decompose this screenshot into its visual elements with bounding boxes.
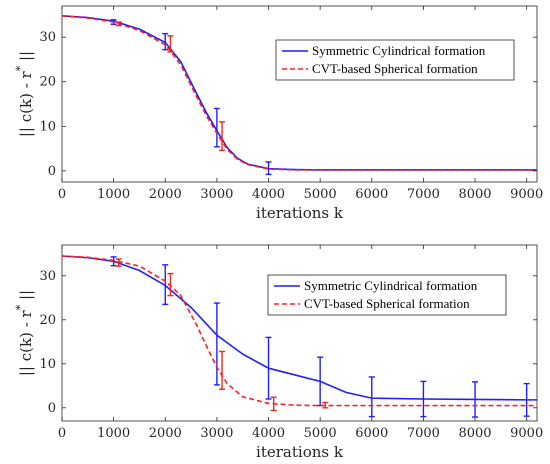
errorbar-spherical: [167, 35, 174, 53]
x-tick-label: 6000: [355, 426, 388, 441]
y-axis-label-top: || c(k) - r* ||: [14, 51, 35, 137]
series-group-bottom: [61, 255, 537, 418]
x-tick-label: 4000: [252, 187, 285, 202]
x-tick-label: 0: [58, 426, 66, 441]
y-axis-top: 0 10 20 30: [39, 30, 537, 179]
x-tick-label: 5000: [304, 426, 337, 441]
errorbar-spherical: [270, 396, 277, 412]
errorbar-cylindrical: [368, 376, 375, 418]
y-tick-label: 0: [48, 401, 56, 416]
y-axis-bottom: 0 10 20 30: [39, 269, 537, 416]
plot-area-top: [61, 5, 538, 183]
y-tick-label: 30: [39, 269, 56, 284]
errorbar-cylindrical: [213, 107, 220, 148]
x-tick-label: 2000: [149, 187, 182, 202]
errorbar-spherical: [167, 272, 174, 297]
x-tick-label: 4000: [252, 426, 285, 441]
x-tick-label: 9000: [510, 426, 543, 441]
y-tick-label: 0: [48, 164, 56, 179]
x-tick-label: 2000: [149, 426, 182, 441]
x-tick-label: 7000: [407, 187, 440, 202]
x-axis-top: 0 1000 2000 3000 4000 5000 6000 7000 8000 9000: [58, 6, 543, 202]
y-tick-label: 10: [39, 119, 56, 134]
y-tick-label: 30: [39, 30, 56, 45]
x-tick-label: 1000: [97, 426, 130, 441]
errorbar-spherical: [219, 121, 226, 152]
errorbar-spherical: [219, 350, 226, 391]
legend-box-top: [275, 39, 515, 81]
errorbar-cylindrical: [162, 264, 169, 306]
x-axis-label-top: iterations k: [256, 204, 344, 222]
legend-label-spherical-top: CVT-based Spherical formation: [312, 61, 478, 76]
legend-bottom: Symmetric Cylindrical formation CVT-base…: [267, 274, 507, 316]
errorbar-spherical: [322, 401, 329, 409]
errorbar-cylindrical: [265, 161, 272, 176]
x-tick-label: 3000: [200, 187, 233, 202]
errorbar-cylindrical: [420, 380, 427, 418]
legend-label-cylindrical-bottom: Symmetric Cylindrical formation: [304, 278, 478, 293]
legend-top: Symmetric Cylindrical formation CVT-base…: [275, 39, 515, 81]
x-tick-label: 1000: [97, 187, 130, 202]
errorbar-spherical: [115, 258, 122, 267]
chart-bottom: 0 1000 2000 3000 4000 5000 6000 7000 8000 9000 0 1…: [14, 244, 543, 461]
legend-box-bottom: [267, 274, 507, 316]
series-line-spherical: [61, 15, 537, 171]
x-tick-label: 0: [58, 187, 66, 202]
x-axis-label-bottom: iterations k: [256, 443, 344, 461]
legend-label-cylindrical-top: Symmetric Cylindrical formation: [312, 43, 486, 58]
errorbar-cylindrical: [523, 382, 530, 417]
y-tick-label: 20: [39, 313, 56, 328]
legend-label-spherical-bottom: CVT-based Spherical formation: [304, 296, 470, 311]
series-line-spherical: [61, 255, 537, 407]
x-tick-label: 8000: [458, 187, 491, 202]
errorbar-cylindrical: [213, 302, 220, 386]
x-tick-label: 9000: [510, 187, 543, 202]
y-tick-label: 20: [39, 75, 56, 90]
x-tick-label: 6000: [355, 187, 388, 202]
errorbar-spherical: [115, 21, 122, 27]
y-tick-label: 10: [39, 357, 56, 372]
x-axis-bottom: 0 1000 2000 3000 4000 5000 6000 7000 8000 9000: [58, 245, 543, 441]
chart-top: 0 1000 2000 3000 4000 5000 6000 7000 8000 9000 0 1…: [14, 5, 543, 222]
x-tick-label: 3000: [200, 426, 233, 441]
x-tick-label: 8000: [458, 426, 491, 441]
plot-area-bottom: [61, 244, 538, 422]
y-axis-label-bottom: || c(k) - r* ||: [14, 290, 35, 376]
errorbar-cylindrical: [110, 256, 117, 267]
series-group-top: [61, 15, 537, 176]
series-line-cylindrical: [61, 15, 537, 171]
errorbar-cylindrical: [162, 32, 169, 51]
errorbar-cylindrical: [265, 336, 272, 400]
x-tick-label: 5000: [304, 187, 337, 202]
x-tick-label: 7000: [407, 426, 440, 441]
